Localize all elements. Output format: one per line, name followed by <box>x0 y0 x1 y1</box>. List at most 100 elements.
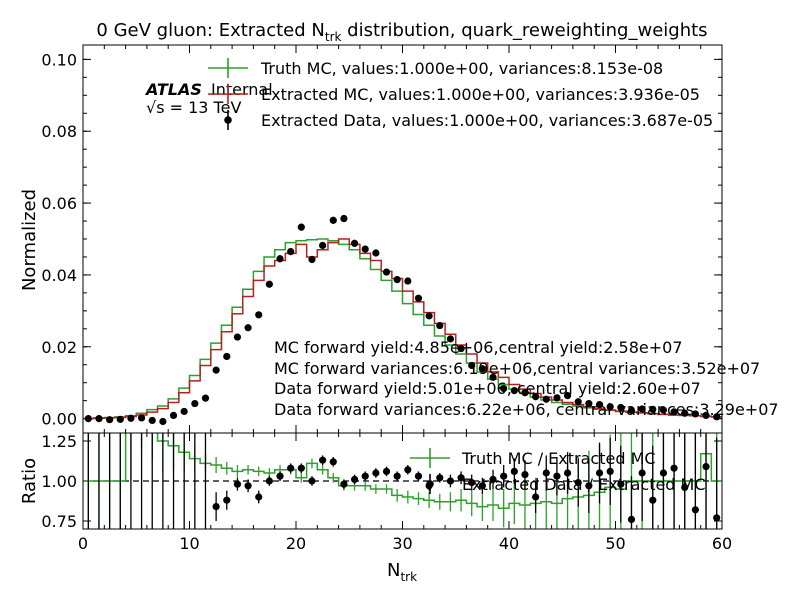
ratio-data-point <box>223 496 231 504</box>
extracted-data-point <box>84 415 92 423</box>
extracted-data-point <box>638 405 646 413</box>
extracted-data-point <box>350 239 359 247</box>
annotation-mc-variances: MC forward variances:6.19e+06,central va… <box>274 359 760 378</box>
chart-title: 0 GeV gluon: Extracted Ntrk distribution… <box>96 20 707 44</box>
extracted-data-point <box>106 416 114 424</box>
chart-title-sub: trk <box>325 30 342 44</box>
extracted-data-point <box>532 393 540 401</box>
chart-title-rest: distribution, quark_reweighting_weights <box>341 20 707 41</box>
extracted-data-point <box>404 277 412 285</box>
ratio-data-point <box>713 514 721 522</box>
legend-data-label: Extracted Data, values:1.000e+00, varian… <box>261 111 713 130</box>
ratio-data-point <box>244 482 252 490</box>
extracted-data-point <box>372 249 380 257</box>
ratio-data-point <box>606 467 614 475</box>
ratio-data-point <box>414 472 423 480</box>
extracted-data-point <box>542 395 550 403</box>
chart-title-main: 0 GeV gluon: Extracted N <box>96 20 324 41</box>
extracted-data-point <box>627 406 636 414</box>
ratio-data-point <box>638 469 646 477</box>
ratio-axes-frame <box>82 432 723 530</box>
extracted-data-point <box>393 275 401 284</box>
extracted-data-point <box>329 216 337 224</box>
ratio-data-point <box>595 469 604 477</box>
ratio-data-point <box>585 482 593 490</box>
extracted-data-point <box>244 324 252 332</box>
main-y-tick-labels: 0.00 0.02 0.04 0.06 0.08 0.10 <box>41 50 77 428</box>
ratio-data-point <box>319 456 327 464</box>
extracted-data-point <box>425 312 433 320</box>
ratio-legend-data-label: Extracted Data / Extracted MC <box>462 475 706 494</box>
extracted-data-point <box>297 223 305 231</box>
extracted-data-point <box>233 333 242 341</box>
ratio-data-point <box>287 464 295 472</box>
extracted-data-point <box>308 255 316 264</box>
ratio-data-point <box>553 472 561 480</box>
extracted-data-point <box>255 311 263 319</box>
ratio-x-tick-label: 40 <box>499 534 519 553</box>
extracted-data-point <box>159 417 167 426</box>
x-axis-label-main: N <box>387 560 400 581</box>
extracted-data-point <box>468 361 476 370</box>
extracted-data-point <box>127 414 135 422</box>
ratio-data-point <box>500 472 508 480</box>
ratio-data-point <box>478 482 486 490</box>
ratio-data-point <box>627 515 636 524</box>
ratio-legend-truth-label: Truth MC / Extracted MC <box>461 449 656 468</box>
ratio-plot-panel: 0.75 1.00 1.25 0 10 20 30 40 50 60 <box>41 432 732 553</box>
main-y-tick-label: 0.08 <box>41 122 77 141</box>
legend-truth-label: Truth MC, values:1.000e+00, variances:8.… <box>260 59 663 78</box>
ratio-x-tick-label: 20 <box>286 534 306 553</box>
extracted-data-point <box>681 409 689 417</box>
extracted-data-point <box>191 399 199 408</box>
extracted-data-point <box>169 411 178 419</box>
main-y-tick-label: 0.04 <box>41 266 77 285</box>
extracted-data-point <box>691 410 699 418</box>
ratio-y-tick-labels: 0.75 1.00 1.25 <box>41 432 77 531</box>
ratio-data-point <box>563 469 572 477</box>
ratio-data-point <box>361 472 369 480</box>
extracted-data-point <box>510 387 518 395</box>
extracted-data-point <box>414 294 423 302</box>
extracted-data-point <box>137 414 146 422</box>
ratio-data-point <box>510 467 518 475</box>
extracted-data-point <box>595 401 604 409</box>
legend-data-marker <box>224 116 232 124</box>
ratio-data-point <box>617 480 625 488</box>
extracted-data-point <box>478 365 486 373</box>
extracted-data-point <box>585 399 593 408</box>
extracted-data-point <box>287 247 295 256</box>
ratio-data-point <box>212 503 220 511</box>
extracted-data-point <box>713 413 721 421</box>
extracted-data-point <box>148 416 156 425</box>
ratio-legend-data-marker <box>426 480 434 488</box>
extracted-data-point <box>361 245 369 253</box>
extracted-data-point <box>489 373 497 381</box>
ratio-data-point <box>350 475 359 483</box>
ratio-data-point <box>532 493 540 501</box>
ratio-data-point <box>649 496 657 504</box>
ratio-data-point <box>372 469 380 477</box>
ratio-x-tick-label: 30 <box>392 534 412 553</box>
ratio-data-point <box>574 479 582 487</box>
main-y-tick-label: 0.10 <box>41 50 77 69</box>
ratio-data-point <box>468 479 476 487</box>
energy-label: √s = 13 TeV <box>146 98 241 117</box>
ratio-data-point <box>382 467 391 475</box>
ratio-data-point <box>255 493 263 501</box>
main-y-tick-label: 0.00 <box>41 410 77 429</box>
yield-annotations: MC forward yield:4.85e+06,central yield:… <box>274 338 779 419</box>
extracted-data-point <box>340 214 348 223</box>
extracted-data-point <box>457 344 465 353</box>
ratio-x-tick-labels: 0 10 20 30 40 50 60 <box>78 534 732 553</box>
ratio-data-point <box>329 458 337 466</box>
ratio-x-tick-label: 10 <box>179 534 199 553</box>
extracted-data-point <box>659 406 668 414</box>
extracted-mc-step <box>83 238 722 420</box>
main-plot-panel: 0.00 0.02 0.04 0.06 0.08 0.10 <box>41 44 723 434</box>
extracted-data-point <box>553 394 561 402</box>
annotation-data-variances: Data forward variances:6.22e+06, central… <box>274 400 779 419</box>
extracted-data-point <box>180 407 188 416</box>
ratio-data-point <box>265 477 273 485</box>
